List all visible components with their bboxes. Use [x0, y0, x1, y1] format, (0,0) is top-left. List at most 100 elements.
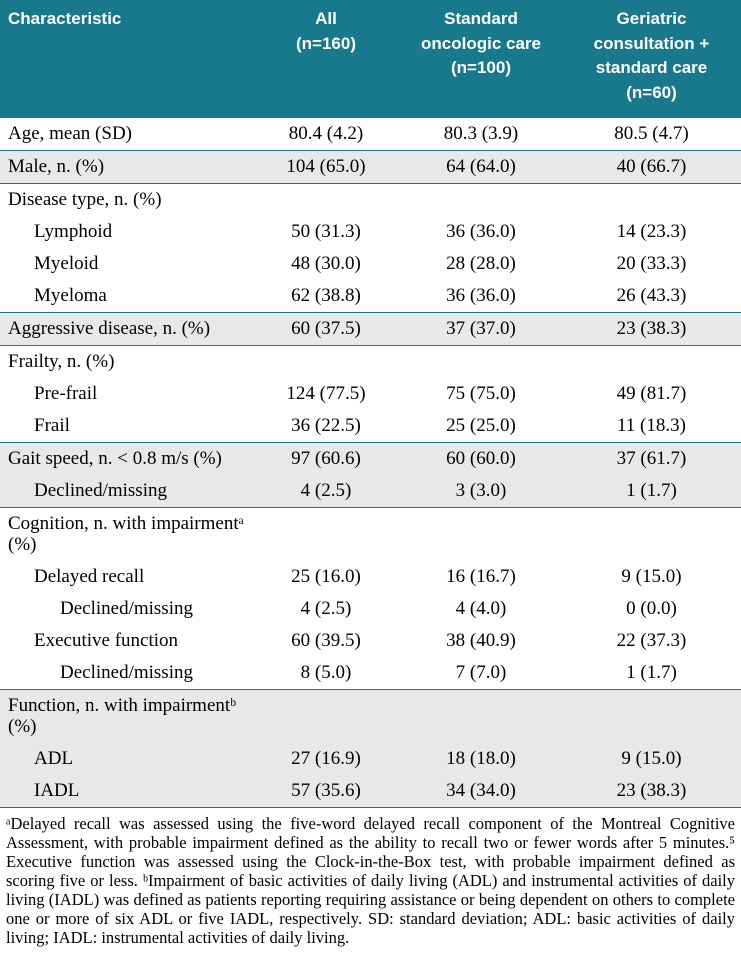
- cell-value: 9 (15.0): [562, 560, 741, 593]
- cell-value: 0 (0.0): [562, 592, 741, 625]
- cell-value: [252, 506, 400, 561]
- cell-value: 8 (5.0): [252, 656, 400, 690]
- column-header-geriatric-consultation: Geriatric consultation + standard care (…: [562, 0, 741, 118]
- cell-value: [252, 688, 400, 743]
- table-row: Disease type, n. (%): [0, 182, 741, 216]
- cell-value: 49 (81.7): [562, 377, 741, 410]
- row-label: Disease type, n. (%): [0, 182, 252, 216]
- cell-value: 27 (16.9): [252, 742, 400, 775]
- cell-value: 36 (22.5): [252, 409, 400, 443]
- cell-value: 80.3 (3.9): [400, 117, 562, 151]
- cell-value: 9 (15.0): [562, 742, 741, 775]
- row-label: IADL: [0, 774, 252, 808]
- cell-value: 57 (35.6): [252, 774, 400, 808]
- table-row: Frailty, n. (%): [0, 344, 741, 378]
- table-header: Characteristic All (n=160) Standard onco…: [0, 0, 741, 118]
- table-row: Frail 36 (22.5) 25 (25.0) 11 (18.3): [0, 409, 741, 443]
- cell-value: 22 (37.3): [562, 624, 741, 657]
- cell-value: [562, 182, 741, 216]
- table-row: Pre-frail 124 (77.5) 75 (75.0) 49 (81.7): [0, 377, 741, 410]
- cell-value: 60 (37.5): [252, 311, 400, 346]
- cell-value: 60 (39.5): [252, 624, 400, 657]
- row-label: Declined/missing: [0, 592, 252, 625]
- cell-value: 1 (1.7): [562, 656, 741, 690]
- cell-value: [562, 344, 741, 378]
- column-header-standard-care: Standard oncologic care (n=100): [400, 0, 562, 118]
- cell-value: 62 (38.8): [252, 279, 400, 313]
- cell-value: 23 (38.3): [562, 774, 741, 808]
- cell-value: 16 (16.7): [400, 560, 562, 593]
- cell-value: 11 (18.3): [562, 409, 741, 443]
- row-label: Age, mean (SD): [0, 117, 252, 151]
- cell-value: 1 (1.7): [562, 474, 741, 508]
- row-label: Lymphoid: [0, 215, 252, 248]
- row-label: Executive function: [0, 624, 252, 657]
- row-label: Cognition, n. with impairmentᵃ (%): [0, 506, 252, 561]
- table-row: Aggressive disease, n. (%) 60 (37.5) 37 (3…: [0, 311, 741, 346]
- row-label: Gait speed, n. < 0.8 m/s (%): [0, 441, 252, 475]
- table-row: Declined/missing 8 (5.0) 7 (7.0) 1 (1.7): [0, 656, 741, 690]
- row-label: Declined/missing: [0, 474, 252, 508]
- cell-value: [400, 506, 562, 561]
- table-row: ADL 27 (16.9) 18 (18.0) 9 (15.0): [0, 742, 741, 775]
- table-row: Age, mean (SD) 80.4 (4.2) 80.3 (3.9) 80.5 (…: [0, 117, 741, 151]
- table-body: Age, mean (SD) 80.4 (4.2) 80.3 (3.9) 80.5 (…: [0, 117, 741, 808]
- table-row: Declined/missing 4 (2.5) 4 (4.0) 0 (0.0): [0, 592, 741, 625]
- row-label: Aggressive disease, n. (%): [0, 311, 252, 346]
- row-label: Frailty, n. (%): [0, 344, 252, 378]
- cell-value: 38 (40.9): [400, 624, 562, 657]
- cell-value: 64 (64.0): [400, 149, 562, 184]
- cell-value: 40 (66.7): [562, 149, 741, 184]
- cell-value: 25 (16.0): [252, 560, 400, 593]
- cell-value: 36 (36.0): [400, 215, 562, 248]
- row-label: Pre-frail: [0, 377, 252, 410]
- cell-value: 18 (18.0): [400, 742, 562, 775]
- table-row: Delayed recall 25 (16.0) 16 (16.7) 9 (15.0): [0, 560, 741, 593]
- table-row: Gait speed, n. < 0.8 m/s (%) 97 (60.6) 60 …: [0, 441, 741, 475]
- row-label: ADL: [0, 742, 252, 775]
- cell-value: 75 (75.0): [400, 377, 562, 410]
- cell-value: 36 (36.0): [400, 279, 562, 313]
- cell-value: 37 (37.0): [400, 311, 562, 346]
- table-row: Executive function 60 (39.5) 38 (40.9) 22 (…: [0, 624, 741, 657]
- column-header-all: All (n=160): [252, 0, 400, 118]
- cell-value: 124 (77.5): [252, 377, 400, 410]
- cell-value: [400, 688, 562, 743]
- cell-value: 34 (34.0): [400, 774, 562, 808]
- cell-value: [562, 688, 741, 743]
- characteristics-table: Characteristic All (n=160) Standard onco…: [0, 0, 741, 808]
- cell-value: 26 (43.3): [562, 279, 741, 313]
- row-label: Myeloma: [0, 279, 252, 313]
- table-row: Myeloid 48 (30.0) 28 (28.0) 20 (33.3): [0, 247, 741, 280]
- row-label: Delayed recall: [0, 560, 252, 593]
- table-row: Lymphoid 50 (31.3) 36 (36.0) 14 (23.3): [0, 215, 741, 248]
- table-row: Declined/missing 4 (2.5) 3 (3.0) 1 (1.7): [0, 474, 741, 508]
- table-row: Myeloma 62 (38.8) 36 (36.0) 26 (43.3): [0, 279, 741, 313]
- cell-value: 80.4 (4.2): [252, 117, 400, 151]
- table-row: Cognition, n. with impairmentᵃ (%): [0, 506, 741, 561]
- table-row: Function, n. with impairmentᵇ (%): [0, 688, 741, 743]
- table-footnote: ᵃDelayed recall was assessed using the f…: [6, 813, 735, 947]
- cell-value: 7 (7.0): [400, 656, 562, 690]
- row-label: Myeloid: [0, 247, 252, 280]
- cell-value: 23 (38.3): [562, 311, 741, 346]
- cell-value: [400, 344, 562, 378]
- cell-value: 97 (60.6): [252, 441, 400, 475]
- cell-value: 50 (31.3): [252, 215, 400, 248]
- cell-value: 60 (60.0): [400, 441, 562, 475]
- cell-value: [400, 182, 562, 216]
- header-row: Characteristic All (n=160) Standard onco…: [0, 0, 741, 118]
- cell-value: 4 (2.5): [252, 592, 400, 625]
- cell-value: [562, 506, 741, 561]
- cell-value: 14 (23.3): [562, 215, 741, 248]
- column-header-characteristic: Characteristic: [0, 0, 252, 118]
- cell-value: 25 (25.0): [400, 409, 562, 443]
- cell-value: 48 (30.0): [252, 247, 400, 280]
- cell-value: 3 (3.0): [400, 474, 562, 508]
- cell-value: 4 (2.5): [252, 474, 400, 508]
- row-label: Function, n. with impairmentᵇ (%): [0, 688, 252, 743]
- cell-value: 28 (28.0): [400, 247, 562, 280]
- cell-value: 4 (4.0): [400, 592, 562, 625]
- cell-value: 37 (61.7): [562, 441, 741, 475]
